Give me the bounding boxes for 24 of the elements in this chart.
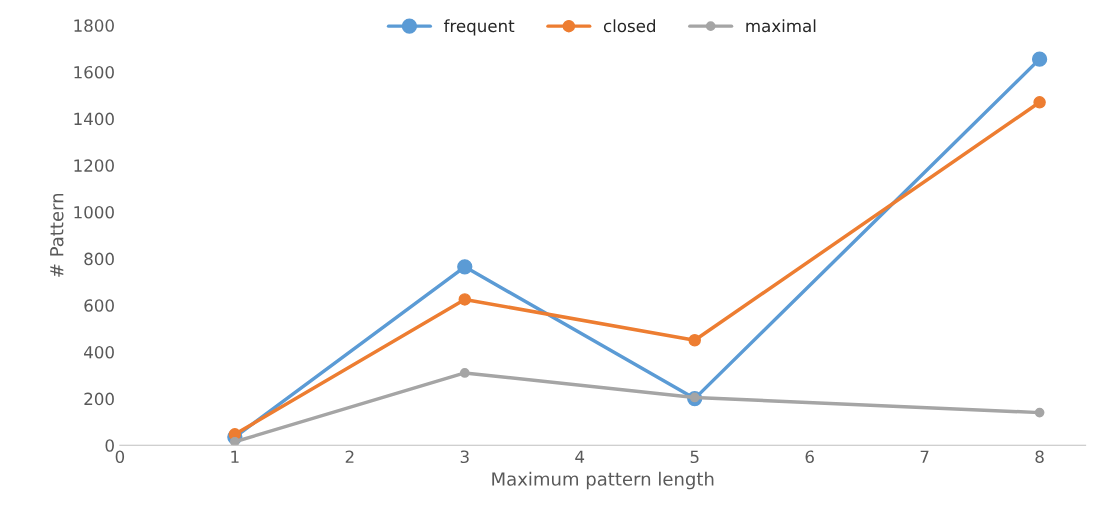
y-tick-label: 200: [84, 392, 114, 406]
legend-label: maximal: [746, 19, 816, 33]
x-axis-title: Maximum pattern length: [492, 471, 714, 490]
y-tick-label: 1600: [74, 65, 114, 79]
x-tick-label: 5: [690, 450, 699, 464]
x-tick-label: 3: [460, 450, 469, 464]
x-tick-label: 1: [231, 450, 239, 463]
x-tick-label: 0: [115, 450, 125, 464]
y-tick-label: 0: [105, 439, 114, 452]
x-tick-label: 7: [920, 450, 929, 463]
x-tick-label: 4: [575, 450, 585, 463]
x-tick-label: 2: [345, 450, 354, 463]
x-tick-label: 6: [805, 450, 814, 464]
x-tick-label: 8: [1035, 450, 1044, 464]
y-tick-label: 1200: [74, 159, 114, 172]
legend-label: frequent: [443, 19, 515, 36]
y-tick-label: 800: [84, 252, 114, 266]
y-axis-title: # Pattern: [50, 193, 64, 277]
legend-label: closed: [603, 19, 655, 33]
y-tick-label: 1000: [74, 205, 114, 219]
y-tick-label: 600: [84, 299, 114, 312]
y-tick-label: 1800: [74, 19, 114, 32]
y-tick-label: 1400: [74, 112, 114, 126]
y-tick-label: 400: [84, 345, 114, 359]
